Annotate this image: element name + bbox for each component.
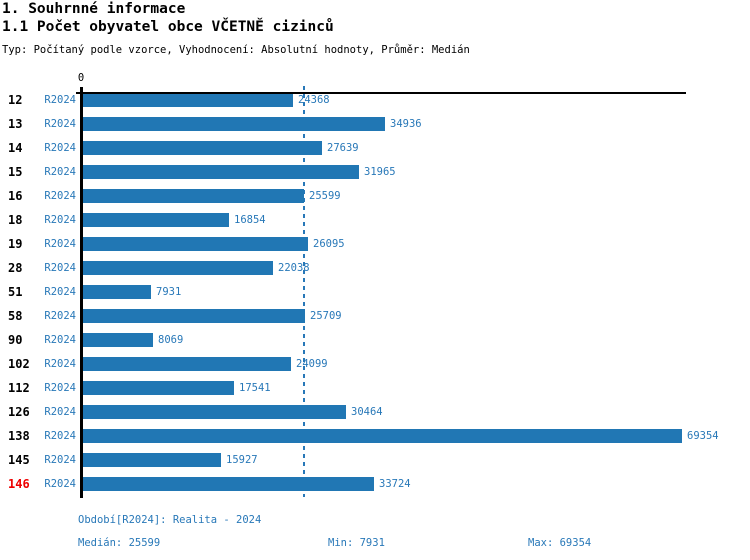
footer-max-value: Max: 69354	[528, 537, 592, 549]
bar-value-label: 31965	[364, 166, 396, 178]
bar-value-label: 25599	[309, 190, 341, 202]
bar-value-label: 15927	[226, 454, 258, 466]
value-bar	[83, 285, 151, 299]
bar-value-label: 25709	[310, 310, 342, 322]
row-period-label: R2024	[44, 142, 76, 154]
bar-row: 126 R2024 30464	[0, 405, 750, 419]
bar-value-label: 33724	[379, 478, 411, 490]
row-period-label: R2024	[44, 430, 76, 442]
value-bar	[83, 189, 304, 203]
value-bar	[83, 357, 291, 371]
bar-value-label: 34936	[390, 118, 422, 130]
footer-period-label: Období[R2024]: Realita - 2024	[78, 514, 262, 526]
row-category-label: 126	[8, 405, 30, 419]
row-period-label: R2024	[44, 310, 76, 322]
bar-value-label: 22038	[278, 262, 310, 274]
bar-value-label: 27639	[327, 142, 359, 154]
row-period-label: R2024	[44, 478, 76, 490]
value-bar	[83, 309, 305, 323]
value-bar	[83, 333, 153, 347]
value-bar	[83, 405, 346, 419]
value-bar	[83, 477, 374, 491]
bar-row: 51 R2024 7931	[0, 285, 750, 299]
bar-row: 16 R2024 25599	[0, 189, 750, 203]
bar-row: 145 R2024 15927	[0, 453, 750, 467]
value-bar	[83, 381, 234, 395]
row-period-label: R2024	[44, 382, 76, 394]
row-category-label: 90	[8, 333, 23, 347]
row-category-label: 102	[8, 357, 30, 371]
bar-row: 13 R2024 34936	[0, 117, 750, 131]
row-category-label: 15	[8, 165, 23, 179]
bar-row: 102 R2024 24099	[0, 357, 750, 371]
row-category-label: 28	[8, 261, 23, 275]
row-category-label: 112	[8, 381, 30, 395]
row-category-label: 19	[8, 237, 23, 251]
footer-median-value: Medián: 25599	[78, 537, 161, 549]
bar-row: 90 R2024 8069	[0, 333, 750, 347]
row-category-label: 138	[8, 429, 30, 443]
row-category-label: 145	[8, 453, 30, 467]
row-period-label: R2024	[44, 118, 76, 130]
value-bar	[83, 93, 293, 107]
bar-value-label: 26095	[313, 238, 345, 250]
row-category-label: 16	[8, 189, 23, 203]
row-period-label: R2024	[44, 190, 76, 202]
chart-title: 1.1 Počet obyvatel obce VČETNĚ cizinců	[2, 19, 334, 35]
value-bar	[83, 237, 308, 251]
row-period-label: R2024	[44, 334, 76, 346]
bar-row: 18 R2024 16854	[0, 213, 750, 227]
bar-value-label: 17541	[239, 382, 271, 394]
row-category-label: 58	[8, 309, 23, 323]
bar-row: 12 R2024 24368	[0, 93, 750, 107]
bar-value-label: 30464	[351, 406, 383, 418]
bar-value-label: 16854	[234, 214, 266, 226]
row-category-label: 18	[8, 213, 23, 227]
row-category-label: 14	[8, 141, 23, 155]
page-title: 1. Souhrnné informace	[2, 1, 186, 17]
value-axis-line	[76, 92, 686, 94]
value-bar	[83, 165, 359, 179]
row-category-label: 13	[8, 117, 23, 131]
row-period-label: R2024	[44, 358, 76, 370]
row-category-label: 51	[8, 285, 23, 299]
axis-zero-tick-label: 0	[77, 72, 85, 84]
value-bar	[83, 213, 229, 227]
bar-row: 138 R2024 69354	[0, 429, 750, 443]
row-period-label: R2024	[44, 214, 76, 226]
bar-row: 58 R2024 25709	[0, 309, 750, 323]
bar-row: 19 R2024 26095	[0, 237, 750, 251]
footer-min-value: Min: 7931	[328, 537, 385, 549]
bar-row: 28 R2024 22038	[0, 261, 750, 275]
bar-value-label: 24099	[296, 358, 328, 370]
bar-row: 14 R2024 27639	[0, 141, 750, 155]
row-period-label: R2024	[44, 406, 76, 418]
value-bar	[83, 141, 322, 155]
bar-value-label: 8069	[158, 334, 184, 346]
value-bar	[83, 429, 682, 443]
value-bar	[83, 261, 273, 275]
value-bar	[83, 117, 385, 131]
row-category-label: 146	[8, 477, 30, 491]
row-period-label: R2024	[44, 238, 76, 250]
bar-value-label: 24368	[298, 94, 330, 106]
row-category-label: 12	[8, 93, 23, 107]
chart-meta-line: Typ: Počítaný podle vzorce, Vyhodnocení:…	[2, 44, 470, 56]
row-period-label: R2024	[44, 454, 76, 466]
category-axis-line	[80, 87, 83, 498]
bar-value-label: 69354	[687, 430, 719, 442]
bar-value-label: 7931	[156, 286, 182, 298]
row-period-label: R2024	[44, 286, 76, 298]
row-period-label: R2024	[44, 262, 76, 274]
row-period-label: R2024	[44, 94, 76, 106]
median-line	[303, 86, 305, 497]
row-period-label: R2024	[44, 166, 76, 178]
bar-row: 112 R2024 17541	[0, 381, 750, 395]
value-bar	[83, 453, 221, 467]
bar-row: 15 R2024 31965	[0, 165, 750, 179]
bar-row: 146 R2024 33724	[0, 477, 750, 491]
